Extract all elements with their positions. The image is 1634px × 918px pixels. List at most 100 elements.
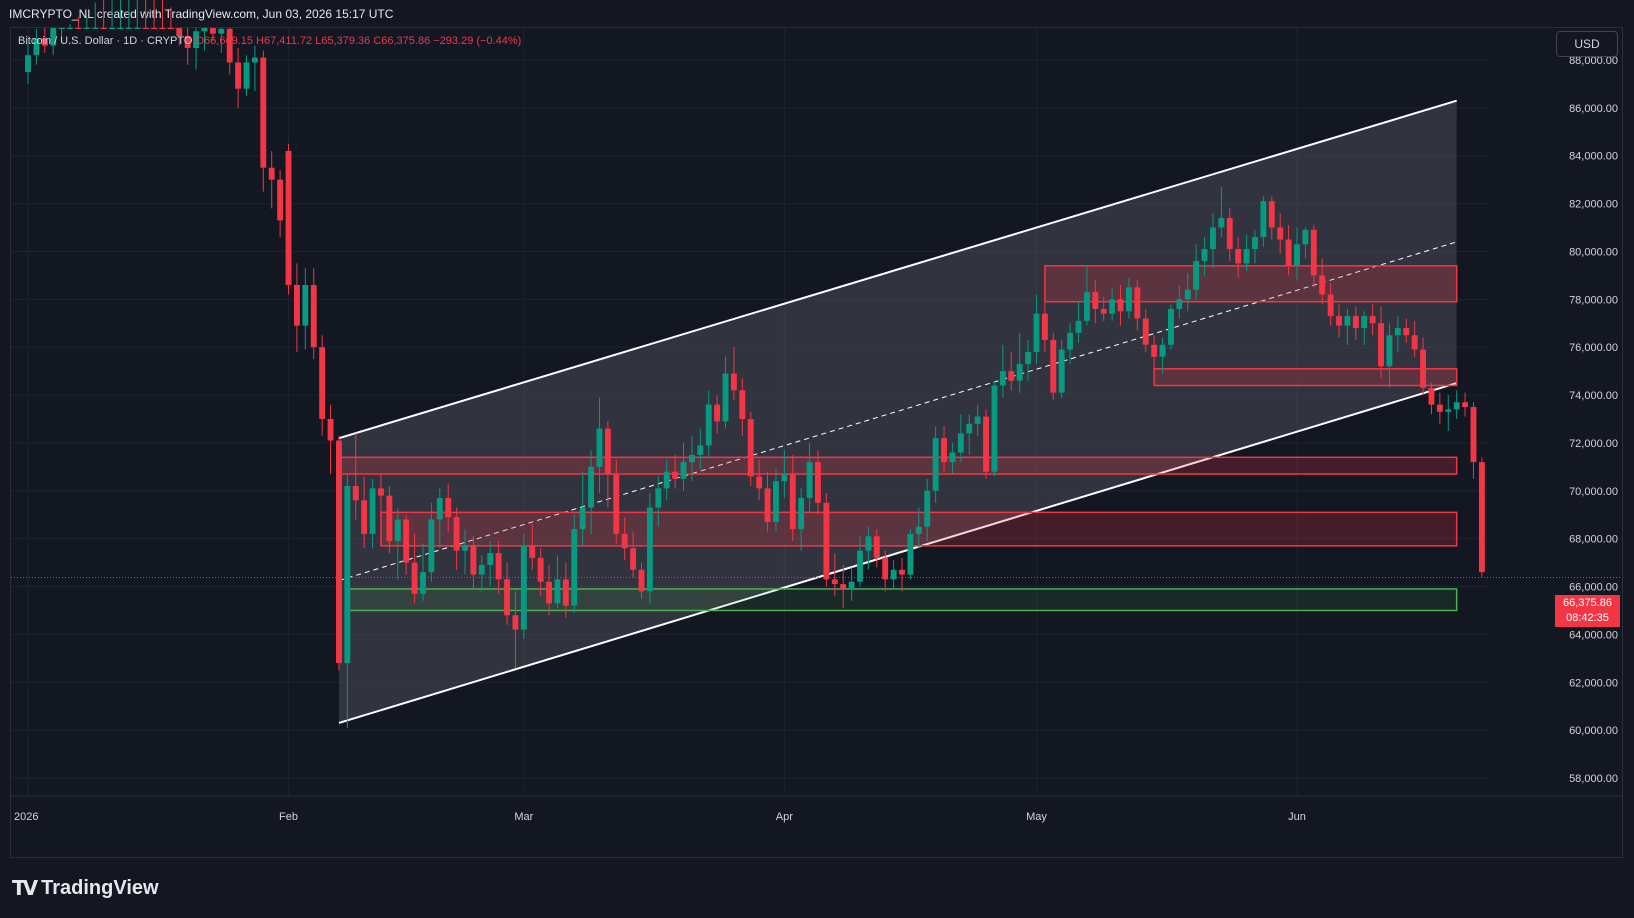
candle[interactable] [134,0,141,29]
candle[interactable] [672,454,679,489]
candle[interactable] [781,450,788,498]
candle[interactable] [722,356,729,429]
candle[interactable] [1361,311,1368,345]
candle[interactable] [1462,392,1469,417]
candle[interactable] [621,517,628,561]
candle[interactable] [1159,337,1166,374]
candle[interactable] [806,442,813,513]
candle[interactable] [1151,335,1158,372]
candle[interactable] [260,50,267,192]
candle[interactable] [756,459,763,501]
candle[interactable] [394,507,401,580]
candle[interactable] [226,28,233,75]
candle[interactable] [638,562,645,599]
candle[interactable] [1134,280,1141,331]
candle[interactable] [730,347,737,400]
candle[interactable] [512,591,519,668]
candle[interactable] [403,514,410,575]
candle[interactable] [1075,301,1082,343]
candle[interactable] [1268,196,1275,240]
candle[interactable] [932,426,939,503]
candle[interactable] [1386,323,1393,388]
candle[interactable] [1369,304,1376,336]
candle[interactable] [739,378,746,436]
candle[interactable] [1420,337,1427,396]
candle[interactable] [1016,332,1023,393]
candle[interactable] [277,170,284,238]
candle[interactable] [999,344,1006,398]
candle[interactable] [445,483,452,532]
candle[interactable] [815,450,821,515]
tradingview-logo[interactable]: TV TradingView [12,876,159,900]
candle[interactable] [823,493,830,587]
candle[interactable] [873,529,880,568]
candle[interactable] [176,28,183,46]
candle[interactable] [546,564,552,616]
candle[interactable] [899,557,905,592]
candle[interactable] [462,529,468,575]
candle[interactable] [604,421,611,508]
candle[interactable] [865,526,872,570]
candle[interactable] [915,507,922,549]
candle[interactable] [352,433,359,520]
candle[interactable] [235,48,242,108]
candle[interactable] [420,543,426,601]
candle[interactable] [1067,323,1074,364]
candle[interactable] [336,435,342,671]
candle[interactable] [966,414,973,455]
resistance-zone[interactable] [1153,367,1458,387]
candle[interactable] [537,548,544,597]
channel-mid-line[interactable] [338,241,1457,582]
candle[interactable] [1260,196,1267,247]
candle[interactable] [529,524,536,570]
candle[interactable] [1428,383,1435,415]
candle[interactable] [714,395,721,434]
candle[interactable] [50,28,57,56]
candle[interactable] [361,476,368,549]
candle[interactable] [1294,227,1300,281]
candle[interactable] [1243,234,1250,271]
candle[interactable] [1041,301,1048,352]
candle[interactable] [798,488,805,551]
candle[interactable] [386,486,393,554]
candle[interactable] [773,469,779,532]
candle[interactable] [697,428,704,470]
candle[interactable] [571,514,578,613]
candle[interactable] [1125,277,1132,319]
candle[interactable] [520,533,527,640]
candle[interactable] [1058,340,1065,398]
candle[interactable] [117,0,124,29]
candle[interactable] [1319,258,1326,305]
candle[interactable] [83,16,90,29]
candle[interactable] [1100,296,1107,321]
candle[interactable] [495,541,502,594]
candle[interactable] [1235,237,1242,278]
candle[interactable] [1478,457,1485,577]
candle[interactable] [478,555,485,592]
candle[interactable] [1378,306,1384,379]
candle[interactable] [1210,213,1216,269]
candle[interactable] [949,442,956,475]
candle[interactable] [125,0,132,29]
candle[interactable] [991,380,998,477]
candle[interactable] [1008,351,1015,391]
candle[interactable] [1201,237,1208,276]
candle[interactable] [378,474,384,518]
candle[interactable] [1050,332,1057,400]
candle[interactable] [957,414,964,463]
candle[interactable] [504,562,510,625]
candle[interactable] [1453,390,1460,419]
candle[interactable] [411,533,418,604]
candle[interactable] [890,560,897,589]
candle[interactable] [109,0,115,29]
candle[interactable] [100,0,107,29]
candle[interactable] [184,28,191,65]
candle[interactable] [646,493,653,604]
candle[interactable] [1411,320,1418,357]
candle[interactable] [764,471,771,532]
candle[interactable] [789,454,796,542]
candle[interactable] [1167,304,1174,350]
candle[interactable] [562,562,569,618]
candle[interactable] [251,45,258,92]
